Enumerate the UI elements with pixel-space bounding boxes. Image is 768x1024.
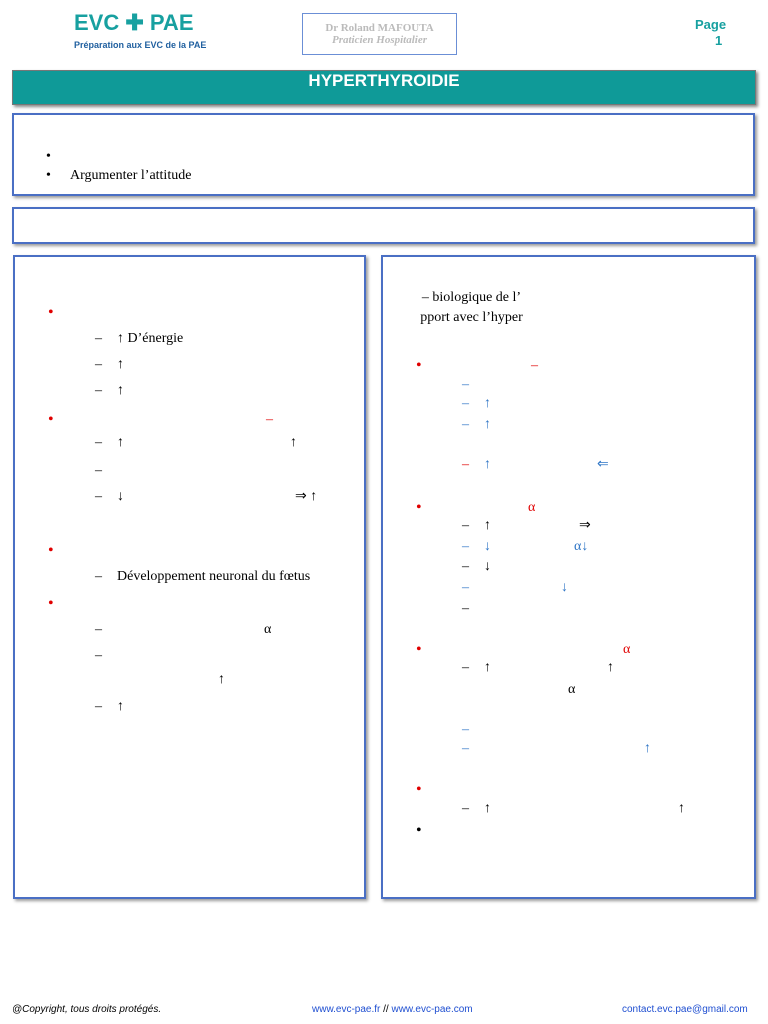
- item-text: Développement neuronal du fœtus: [117, 569, 311, 584]
- objectives-box: [12, 113, 755, 196]
- dash: –: [95, 489, 102, 504]
- page-label: Page: [695, 17, 727, 32]
- link[interactable]: www.evc-pae.com: [391, 1004, 473, 1015]
- right-heading: – biologique de l’ pport avec l’hyper: [0, 288, 768, 328]
- footer-links: www.evc-pae.fr // www.evc-pae.com: [312, 1002, 473, 1018]
- dash: –: [462, 741, 469, 756]
- empty-box: [12, 207, 755, 244]
- item-text: ↑: [218, 672, 225, 687]
- item-text: ↓: [484, 559, 491, 574]
- symbol: α: [264, 622, 272, 637]
- dash: –: [462, 457, 469, 472]
- dash: –: [95, 357, 102, 372]
- page-number: 1: [715, 33, 723, 48]
- item-text: α: [568, 682, 576, 697]
- left-box: [13, 255, 366, 899]
- dash: –: [462, 801, 469, 816]
- stamp-role: Praticien Hospitalier: [331, 34, 428, 46]
- dash: –: [95, 648, 102, 663]
- symbol: ↑: [607, 660, 614, 675]
- link[interactable]: www.evc-pae.fr: [312, 1004, 381, 1015]
- dash: –: [95, 569, 102, 584]
- email[interactable]: contact.evc.pae@gmail.com: [622, 1004, 748, 1015]
- symbol: ↑: [678, 801, 685, 816]
- item-text: ↑: [484, 518, 491, 533]
- dash: –: [462, 518, 469, 533]
- dash: –: [462, 601, 469, 616]
- symbol: –: [531, 358, 538, 373]
- bullet: •: [416, 641, 422, 658]
- dash: –: [95, 383, 102, 398]
- bullet: •: [416, 781, 422, 798]
- bullet: •: [416, 357, 422, 374]
- dash: –: [462, 580, 469, 595]
- bullet: •: [48, 595, 54, 612]
- dash: –: [462, 539, 469, 554]
- symbol: ⇒: [579, 518, 591, 533]
- symbol: ↓: [561, 580, 568, 595]
- bullet: •: [48, 542, 54, 559]
- bullet: •: [46, 168, 51, 183]
- item-text: ↑: [484, 396, 491, 411]
- dash: –: [462, 377, 469, 392]
- tagline: Préparation aux EVC de la PAE: [74, 40, 207, 50]
- item-text: ↑ D’énergie: [117, 331, 184, 346]
- bullet: •: [416, 499, 422, 516]
- separator: //: [383, 1004, 389, 1015]
- symbol: α: [623, 642, 631, 657]
- bullet: •: [46, 149, 51, 164]
- dash: –: [462, 722, 469, 737]
- stamp: Dr Roland MAFOUTA Praticien Hospitalier: [302, 13, 457, 55]
- bullet: •: [416, 822, 422, 839]
- copyright: @Copyright, tous droits protégés.: [12, 1004, 162, 1015]
- symbol: ⇒ ↑: [295, 489, 318, 504]
- heading-line: – biologique de l’: [421, 290, 522, 305]
- item-text: ↑: [117, 435, 124, 450]
- item-text: Argumenter l’attitude: [70, 168, 192, 183]
- logo: EVC ✚ PAE: [74, 10, 194, 35]
- dash: –: [462, 660, 469, 675]
- title-bar: HYPERTHYROIDIE: [12, 70, 756, 105]
- item-text: ↑: [484, 660, 491, 675]
- dash: –: [95, 435, 102, 450]
- item-text: ↓: [117, 489, 124, 504]
- item-text: ↑: [484, 417, 491, 432]
- dash: –: [462, 559, 469, 574]
- dash: –: [95, 463, 102, 478]
- item-text: ↑: [484, 457, 491, 472]
- symbol: ⇐: [597, 457, 609, 472]
- item-text: ↓: [484, 539, 491, 554]
- dash: –: [95, 699, 102, 714]
- symbol: –: [266, 412, 273, 427]
- heading-line: pport avec l’hyper: [420, 310, 523, 325]
- item-text: ↑: [117, 383, 124, 398]
- dash: –: [95, 331, 102, 346]
- dash: –: [462, 417, 469, 432]
- symbol: α: [528, 500, 536, 515]
- item-text: ↑: [484, 801, 491, 816]
- bullet: •: [48, 304, 54, 321]
- symbol: ↑: [290, 435, 297, 450]
- symbol: ↑: [644, 741, 651, 756]
- symbol: α↓: [574, 539, 589, 554]
- bullet: •: [48, 411, 54, 428]
- dash: –: [462, 396, 469, 411]
- item-text: ↑: [117, 699, 124, 714]
- stamp-name: Dr Roland MAFOUTA: [325, 22, 434, 34]
- dash: –: [95, 622, 102, 637]
- item-text: ↑: [117, 357, 124, 372]
- right-box: [381, 255, 756, 899]
